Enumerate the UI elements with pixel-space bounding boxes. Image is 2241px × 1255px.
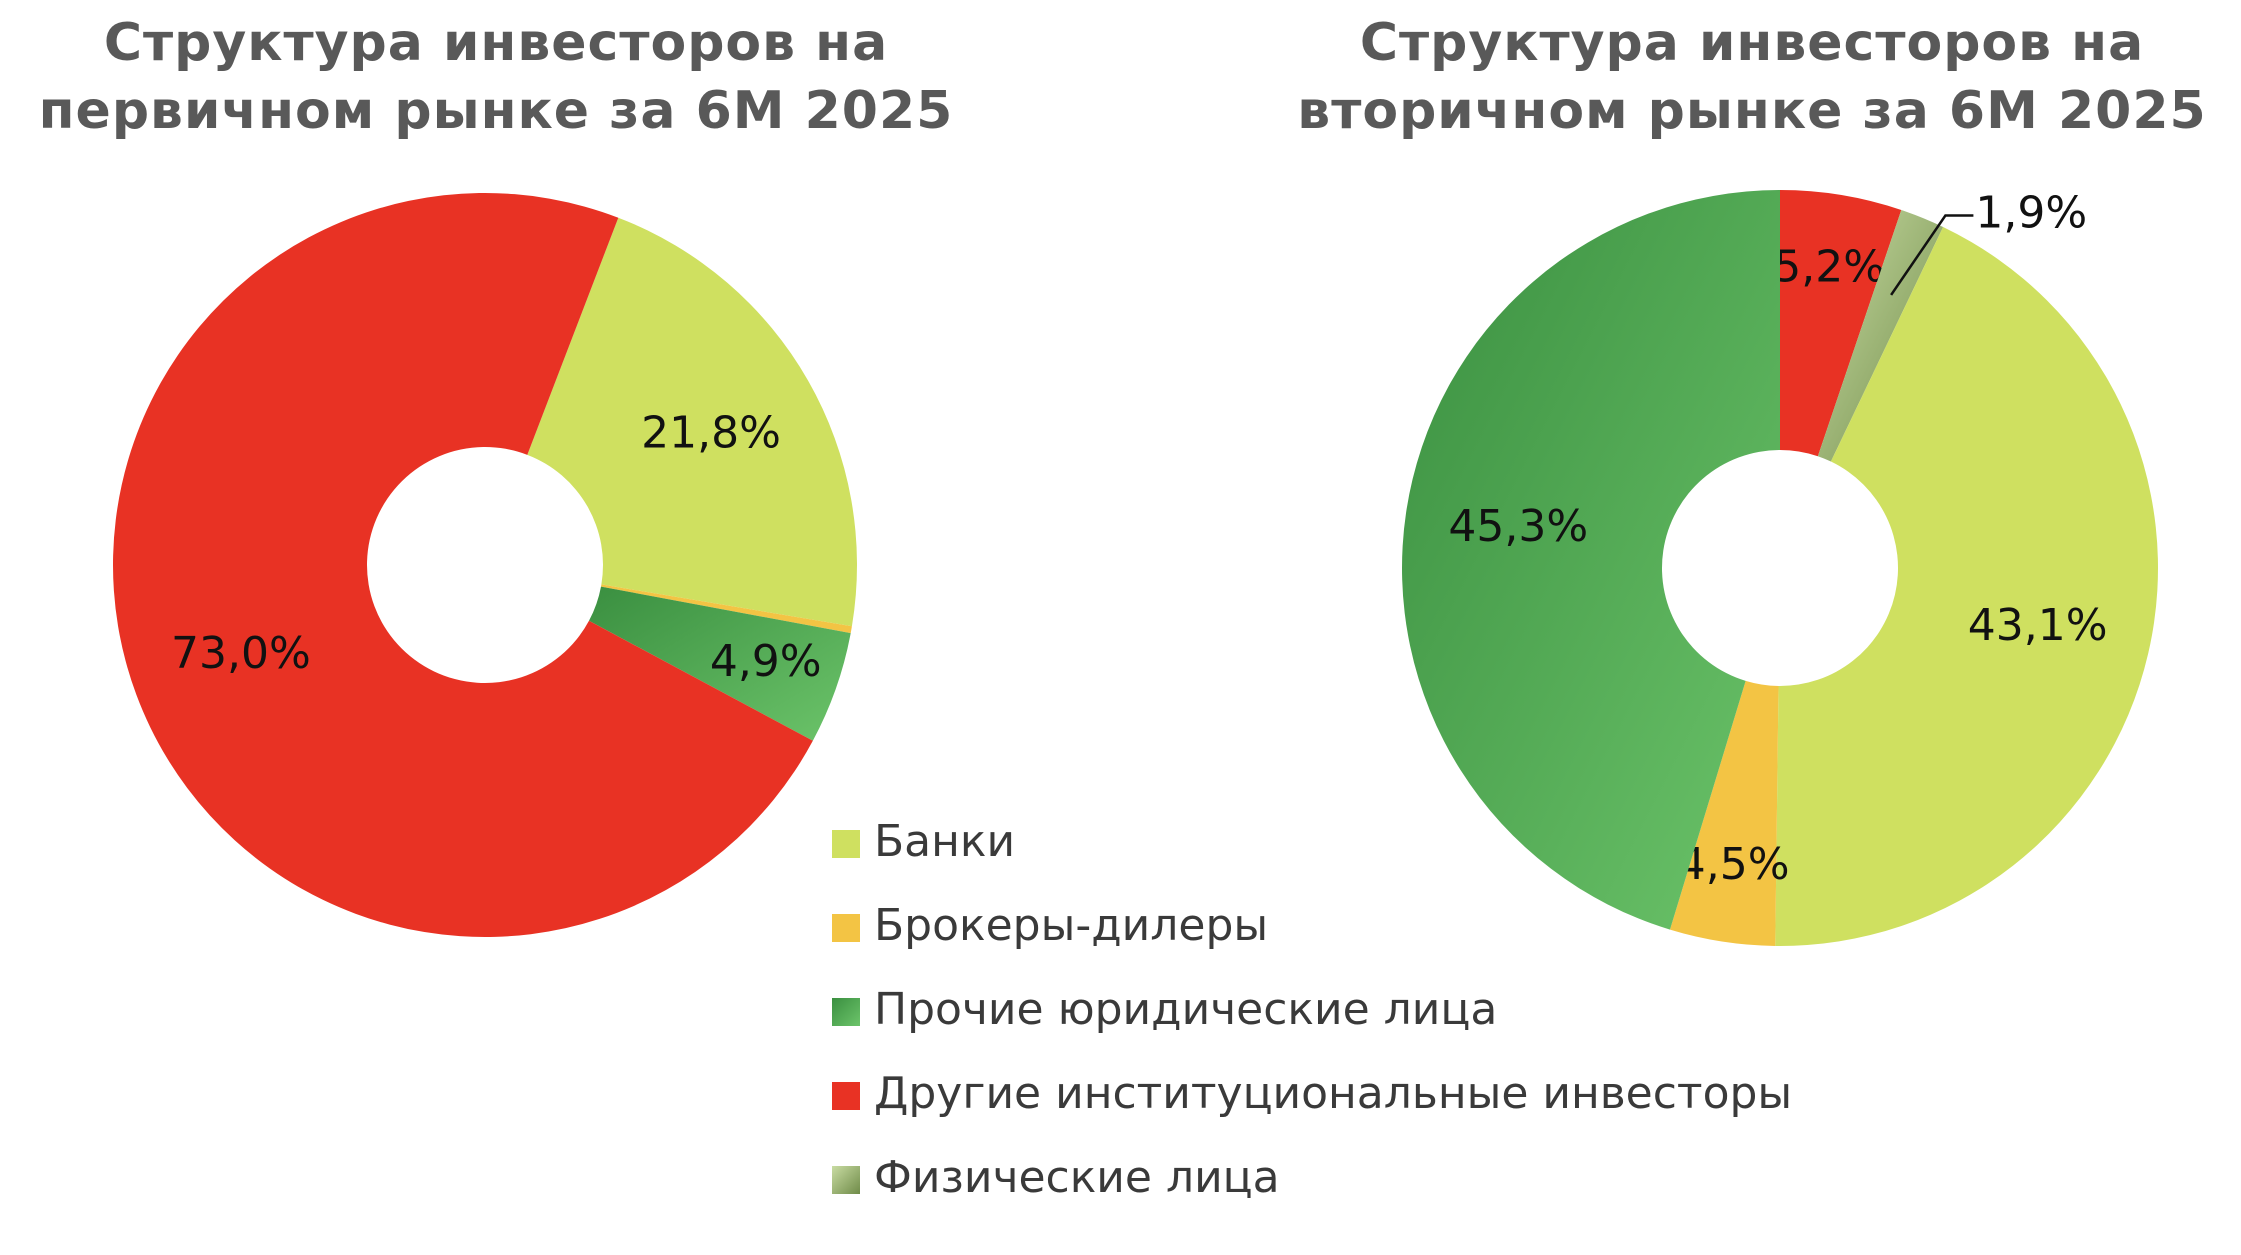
chart-1-title-line-1: Структура инвесторов на [104, 13, 888, 73]
donut-2-slice-banks [1775, 226, 2158, 947]
donut-1-label-banks: 21,8% [641, 408, 781, 459]
donut-1-slice-other_legal [588, 586, 851, 741]
legend-swatch-individuals [832, 1166, 860, 1194]
legend-swatch-other_legal [832, 998, 860, 1026]
donut-1-slice-banks [527, 217, 857, 627]
chart-1-title-line-2: первичном рынке за 6М 2025 [39, 81, 954, 141]
primary-market-donut: 21,8% 4,9% 73,0% [112, 193, 857, 938]
donut-2-leader-line-individuals [1890, 214, 1974, 296]
secondary-market-donut: 5,2% 1,9% 43,1% 4,5% 45,3% [1402, 188, 2158, 947]
chart-2-title-line-1: Структура инвесторов на [1360, 13, 2144, 73]
legend-label-institutional: Другие институциональные инвесторы [874, 1068, 1792, 1119]
donut-2-label-other_legal: 45,3% [1448, 501, 1588, 552]
donut-1-slice-institutional [112, 193, 813, 938]
legend-swatch-banks [832, 830, 860, 858]
donut-2-label-institutional: 5,2% [1773, 242, 1885, 293]
legend-label-brokers: Брокеры-дилеры [874, 900, 1268, 951]
donut-2-slice-individuals [1817, 209, 1944, 462]
legend-swatch-brokers [832, 914, 860, 942]
donut-2-label-banks: 43,1% [1968, 600, 2108, 651]
legend: Банки Брокеры-дилеры Прочие юридические ли… [832, 816, 1792, 1203]
donut-2-slice-brokers [1669, 680, 1779, 946]
chart-1-title: Структура инвесторов на первичном рынке … [39, 13, 954, 141]
donut-2-slice-institutional [1780, 190, 1902, 457]
legend-label-individuals: Физические лица [874, 1152, 1280, 1203]
donut-2-label-individuals: 1,9% [1975, 188, 2087, 239]
donut-1-label-institutional: 73,0% [171, 628, 311, 679]
legend-swatch-institutional [832, 1082, 860, 1110]
donut-2-slice-other_legal [1402, 190, 1780, 930]
donut-2-label-brokers: 4,5% [1678, 839, 1790, 890]
chart-2-title: Структура инвесторов на вторичном рынке … [1297, 13, 2206, 141]
chart-2-title-line-2: вторичном рынке за 6М 2025 [1297, 81, 2206, 141]
donut-1-label-other_legal: 4,9% [710, 636, 822, 687]
legend-label-other_legal: Прочие юридические лица [874, 984, 1497, 1035]
legend-label-banks: Банки [874, 816, 1015, 867]
donut-1-slice-brokers [601, 584, 852, 634]
